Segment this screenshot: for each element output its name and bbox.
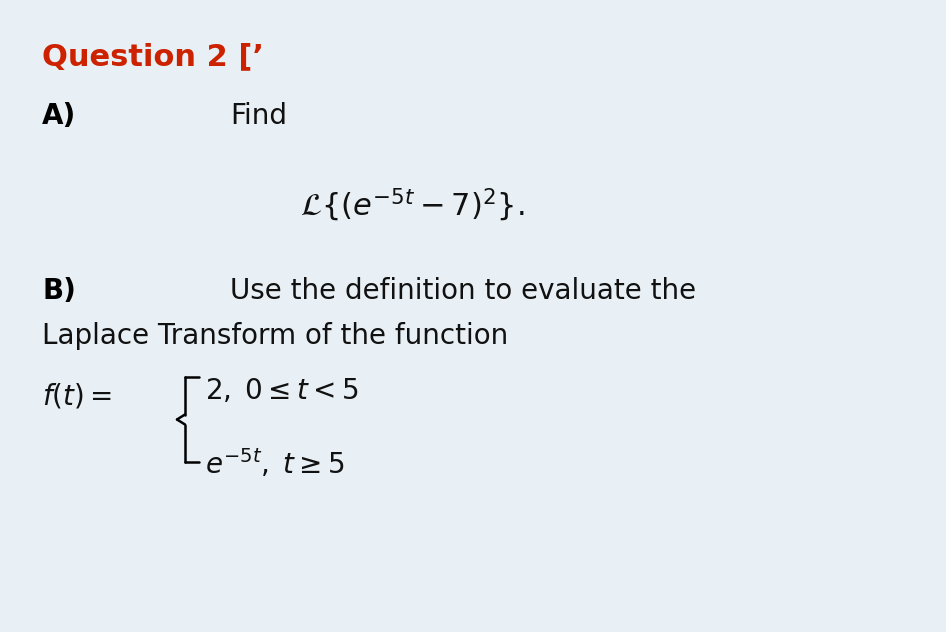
Text: Laplace Transform of the function: Laplace Transform of the function [42, 322, 508, 350]
Text: $e^{-5t},\;t\geq 5$: $e^{-5t},\;t\geq 5$ [205, 447, 344, 480]
Text: Use the definition to evaluate the: Use the definition to evaluate the [230, 277, 696, 305]
Text: B): B) [42, 277, 76, 305]
Text: $f(t)=$: $f(t)=$ [42, 382, 112, 411]
Text: A): A) [42, 102, 77, 130]
Text: $2,\;0\leq t<5$: $2,\;0\leq t<5$ [205, 377, 359, 405]
Text: Find: Find [230, 102, 287, 130]
Text: Question 2 [’: Question 2 [’ [42, 42, 264, 71]
Text: $\mathcal{L}\left\{(e^{-5t}-7)^2\right\}.$: $\mathcal{L}\left\{(e^{-5t}-7)^2\right\}… [300, 187, 524, 224]
